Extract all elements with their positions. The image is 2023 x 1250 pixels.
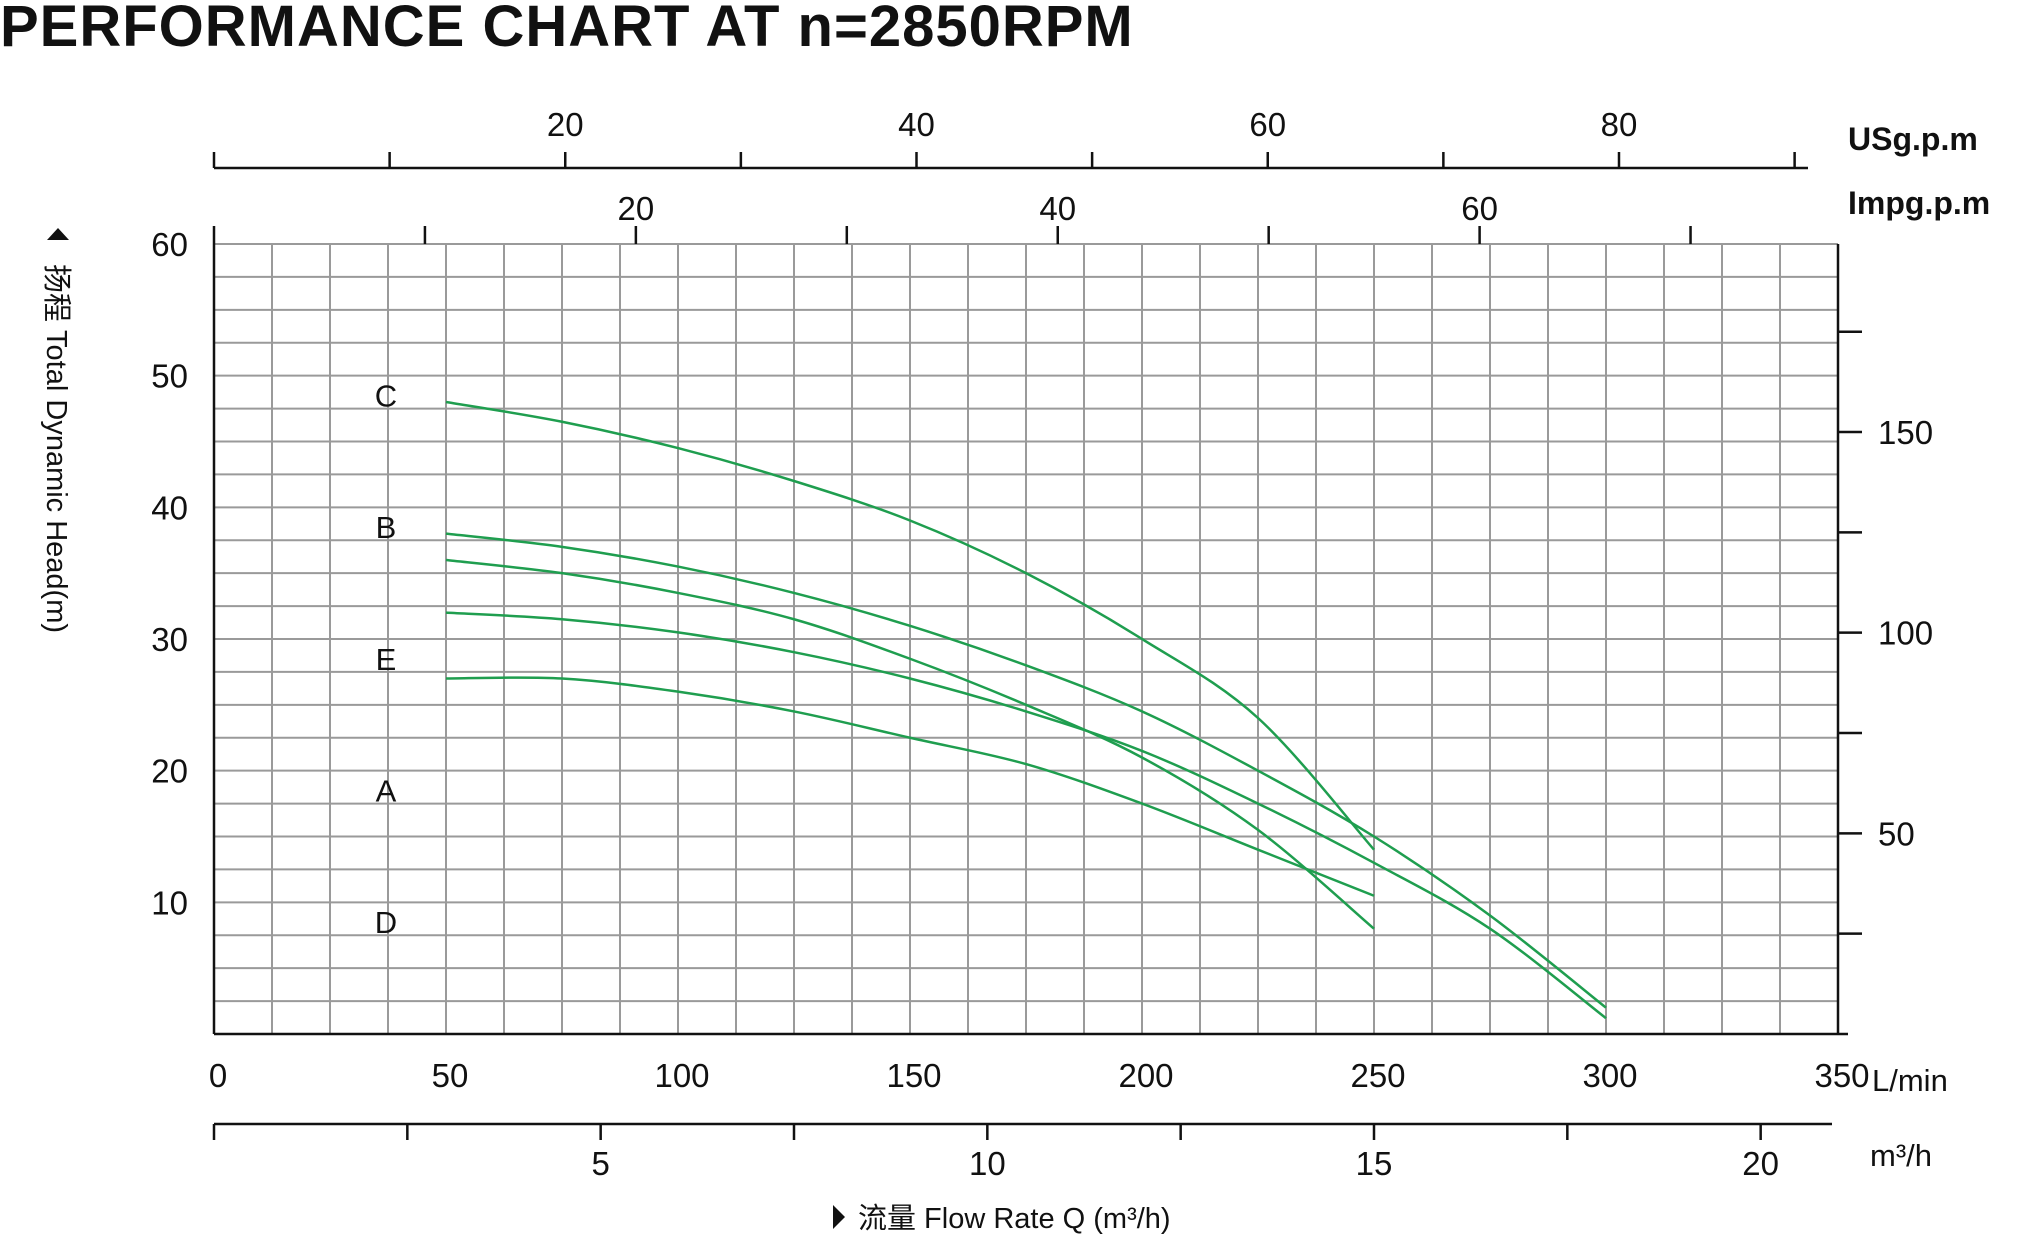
usgpm-tick-label: 60 xyxy=(1249,106,1286,143)
labels: 10 20 30 40 50 60 0 50 100 150 200 250 300 350 L/min 5 1… xyxy=(40,106,1990,1235)
x-tick-label: 100 xyxy=(654,1057,709,1094)
curve-A xyxy=(445,611,1607,1020)
x-axis-label: 流量 Flow Rate Q (m³/h) xyxy=(858,1202,1171,1235)
x-tick-label: 300 xyxy=(1582,1057,1637,1094)
m3h-tick-label: 10 xyxy=(969,1145,1006,1182)
y-tick-label: 30 xyxy=(151,621,188,658)
y-tick-label: 50 xyxy=(151,358,188,395)
m3h-tick-label: 5 xyxy=(591,1145,609,1182)
usgpm-tick-label: 40 xyxy=(898,106,935,143)
usgpm-unit-label: USg.p.m xyxy=(1848,121,1978,157)
x-tick-label: 150 xyxy=(886,1057,941,1094)
y-axis-caption: 扬程 Total Dynamic Head(m) xyxy=(40,228,73,633)
curve-label-E: E xyxy=(376,642,397,677)
feet-tick-label: 100 xyxy=(1878,615,1933,652)
curve-label-C: C xyxy=(375,378,397,413)
x-tick-label: 50 xyxy=(432,1057,469,1094)
chart-title: PERFORMANCE CHART AT n=2850RPM xyxy=(0,0,1134,59)
feet-tick-label: 50 xyxy=(1878,815,1915,852)
impgpm-tick-label: 40 xyxy=(1039,190,1076,227)
curve-B xyxy=(445,532,1607,1009)
y-axis-label: 扬程 Total Dynamic Head(m) xyxy=(40,264,73,633)
x-tick-label: 350 xyxy=(1814,1057,1869,1094)
curve-D xyxy=(445,676,1375,897)
grid xyxy=(214,244,1838,1034)
axes xyxy=(212,152,1862,1140)
curve-E xyxy=(445,558,1375,930)
curve-C xyxy=(445,400,1375,851)
m3h-tick-label: 20 xyxy=(1742,1145,1779,1182)
curve-label-B: B xyxy=(376,510,397,545)
y-tick-label: 60 xyxy=(151,226,188,263)
x-axis-arrow-icon xyxy=(833,1205,845,1229)
x-tick-label: 0 xyxy=(209,1057,227,1094)
y-tick-label: 20 xyxy=(151,753,188,790)
impgpm-tick-label: 60 xyxy=(1461,190,1498,227)
impgpm-unit-label: Impg.p.m xyxy=(1848,185,1990,221)
y-tick-label: 40 xyxy=(151,489,188,526)
y-axis-arrow-icon xyxy=(47,228,69,240)
x-tick-label: 250 xyxy=(1350,1057,1405,1094)
curve-label-A: A xyxy=(376,773,397,808)
curve-label-D: D xyxy=(375,905,397,940)
feet-tick-label: 150 xyxy=(1878,414,1933,451)
curves xyxy=(445,400,1607,1020)
m3h-tick-label: 15 xyxy=(1356,1145,1393,1182)
usgpm-tick-label: 20 xyxy=(547,106,584,143)
impgpm-tick-label: 20 xyxy=(618,190,655,227)
x-unit-label: L/min xyxy=(1872,1063,1948,1098)
m3h-unit-label: m³/h xyxy=(1870,1138,1932,1173)
y-tick-label: 10 xyxy=(151,884,188,921)
x-tick-label: 200 xyxy=(1118,1057,1173,1094)
usgpm-tick-label: 80 xyxy=(1601,106,1638,143)
